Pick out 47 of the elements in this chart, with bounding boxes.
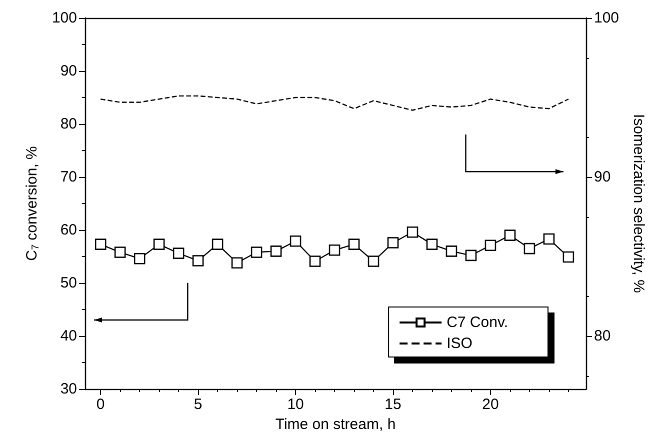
point [465,250,477,262]
y-tick-label: 50 [60,274,77,292]
point [387,237,399,248]
x-axis-title: Time on stream, h [275,416,396,433]
point [153,238,165,250]
point [134,252,146,264]
legend-label: ISO [446,335,472,352]
y2-tick-label: 100 [594,10,620,26]
point [446,246,458,257]
point [328,244,340,256]
point [484,240,496,252]
x-tick-label: 10 [287,396,304,413]
x-tick-label: 15 [384,396,402,413]
y-tick-label: 70 [60,168,77,186]
point [212,238,224,250]
point [562,251,574,263]
point [524,242,536,254]
y2-tick-label: 90 [594,168,611,186]
point [192,255,204,266]
x-tick-label: 0 [96,396,105,413]
point [309,256,321,267]
y-tick-label: 60 [60,222,77,238]
point [348,238,360,250]
point [172,248,184,259]
y-tick-label: 80 [60,116,77,132]
y2-tick-label: 80 [594,328,611,345]
point [543,233,555,245]
line-series [100,95,570,111]
y-axis-title: C7 conversion, % [24,146,42,261]
point [426,238,438,250]
x-tick-label: 5 [194,396,202,413]
y2-axis-title: Isomerization selectivity, % [630,114,647,293]
y-tick-label: 90 [60,62,77,80]
x-tick-label: 20 [482,396,499,413]
point [250,246,262,258]
point [231,257,243,269]
legend-label: C7 Conv. [446,314,508,331]
point [290,235,302,247]
y-tick-label: 40 [60,328,77,344]
point [368,256,380,267]
point [504,230,516,241]
y-tick-label: 30 [60,380,77,398]
y-tick-label: 100 [52,10,77,26]
point [114,246,126,258]
point [94,238,106,250]
point [406,226,418,238]
point [270,246,282,257]
